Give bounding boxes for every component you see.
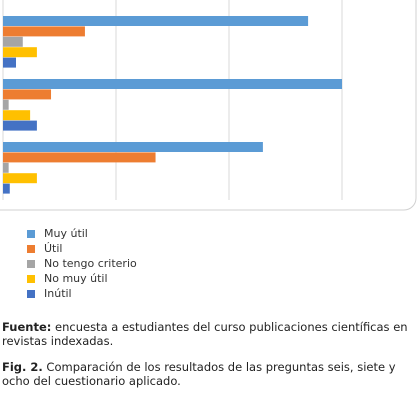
bar-2-no-muy-til	[3, 110, 31, 121]
legend-label: Útil	[44, 242, 63, 255]
legend-swatch	[27, 229, 35, 238]
legend-label: Muy útil	[44, 227, 88, 240]
bar-3--til	[3, 152, 156, 163]
bar-2--til	[3, 89, 52, 100]
bar-3-no-muy-til	[3, 173, 37, 184]
legend-label: No muy útil	[44, 272, 108, 285]
bar-1-no-tengo-criterio	[3, 36, 23, 47]
legend-label: No tengo criterio	[44, 257, 137, 270]
bar-1-in-til	[3, 57, 16, 68]
chart-legend: Muy útil Útil No tengo criterio No muy útil…	[27, 226, 137, 301]
figure-caption: Fuente: encuesta a estudiantes del curso…	[2, 320, 420, 400]
bar-3-no-tengo-criterio	[3, 162, 9, 173]
source-note: Fuente: encuesta a estudiantes del curso…	[2, 320, 420, 348]
chart-area	[0, 0, 417, 211]
bar-3-in-til	[3, 183, 10, 194]
figure-note: Fig. 2. Comparación de los resultados de…	[2, 360, 420, 388]
legend-swatch	[27, 274, 35, 283]
legend-item: No tengo criterio	[27, 256, 137, 271]
bar-3-muy-til	[3, 142, 263, 152]
bar-2-in-til	[3, 120, 37, 131]
source-text: encuesta a estudiantes del curso publica…	[2, 320, 408, 348]
legend-item: Inútil	[27, 286, 137, 301]
bar-chart	[0, 0, 417, 211]
legend-label: Inútil	[44, 287, 72, 300]
legend-item: Útil	[27, 241, 137, 256]
figure-label: Fig. 2.	[2, 360, 43, 374]
legend-swatch	[27, 289, 35, 298]
source-label: Fuente:	[2, 320, 52, 334]
bar-1-muy-til	[3, 16, 309, 26]
chart-border	[0, 0, 417, 211]
bar-1--til	[3, 26, 85, 37]
bar-2-muy-til	[3, 79, 342, 89]
legend-item: Muy útil	[27, 226, 137, 241]
legend-item: No muy útil	[27, 271, 137, 286]
figure-text: Comparación de los resultados de las pre…	[2, 360, 396, 388]
bar-1-no-muy-til	[3, 47, 37, 58]
legend-swatch	[27, 259, 35, 268]
legend-swatch	[27, 244, 35, 253]
bar-2-no-tengo-criterio	[3, 99, 9, 110]
